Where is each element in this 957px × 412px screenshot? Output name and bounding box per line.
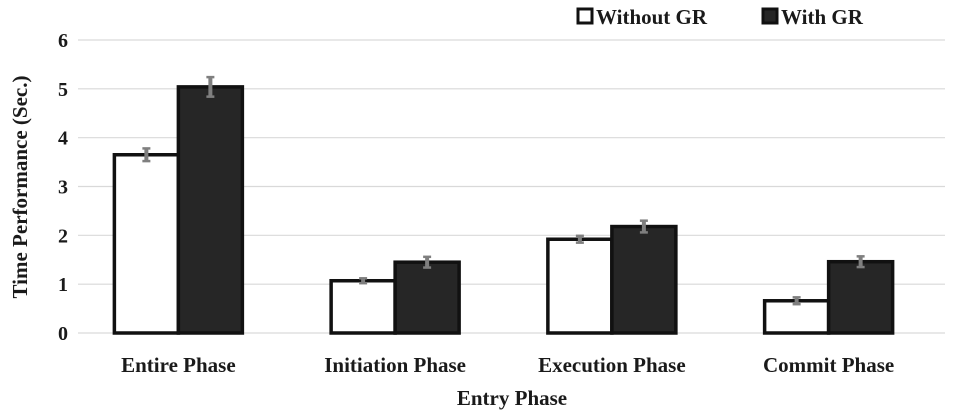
error-bar [359, 277, 368, 285]
error-bar [856, 255, 865, 269]
legend-item: Without GR [576, 5, 708, 29]
legend-swatch [761, 7, 779, 25]
error-bar [792, 296, 801, 306]
x-axis-title: Entry Phase [457, 386, 567, 410]
y-tick-label: 4 [58, 128, 68, 150]
y-tick-label: 1 [58, 274, 68, 296]
y-tick-label: 2 [58, 225, 68, 247]
y-axis-title: Time Performance (Sec.) [8, 76, 32, 299]
x-tick-label: Entire Phase [121, 353, 236, 377]
bar-with-gr [176, 85, 245, 335]
legend-label: With GR [781, 5, 864, 29]
bars [112, 85, 895, 335]
error-bars [142, 75, 865, 306]
bar-with-gr [826, 259, 895, 335]
legend-swatch [576, 7, 594, 25]
bar-without-gr [762, 299, 831, 335]
bar-with-gr [610, 224, 678, 335]
bar-with-gr [393, 260, 461, 335]
y-tick-label: 6 [58, 30, 68, 52]
y-tick-label: 3 [58, 177, 68, 199]
legend-item: With GR [761, 5, 864, 29]
bar-without-gr [112, 153, 181, 335]
legend: Without GR With GR [576, 5, 864, 29]
y-tick-label: 0 [58, 323, 68, 345]
bar-without-gr [329, 278, 397, 335]
error-bar [575, 234, 584, 244]
legend-label: Without GR [596, 5, 708, 29]
y-tick-label: 5 [58, 79, 68, 101]
error-bar [639, 219, 648, 234]
x-tick-label: Initiation Phase [324, 353, 466, 377]
x-tick-label: Commit Phase [763, 353, 894, 377]
y-axis-ticks: 0 1 2 3 4 5 6 [58, 30, 68, 345]
error-bar [423, 255, 432, 269]
x-axis-categories: Entire Phase Initiation Phase Execution Ph… [121, 353, 894, 377]
error-bar [206, 75, 215, 98]
bar-without-gr [546, 237, 614, 335]
error-bar [142, 147, 151, 163]
x-tick-label: Execution Phase [538, 353, 686, 377]
